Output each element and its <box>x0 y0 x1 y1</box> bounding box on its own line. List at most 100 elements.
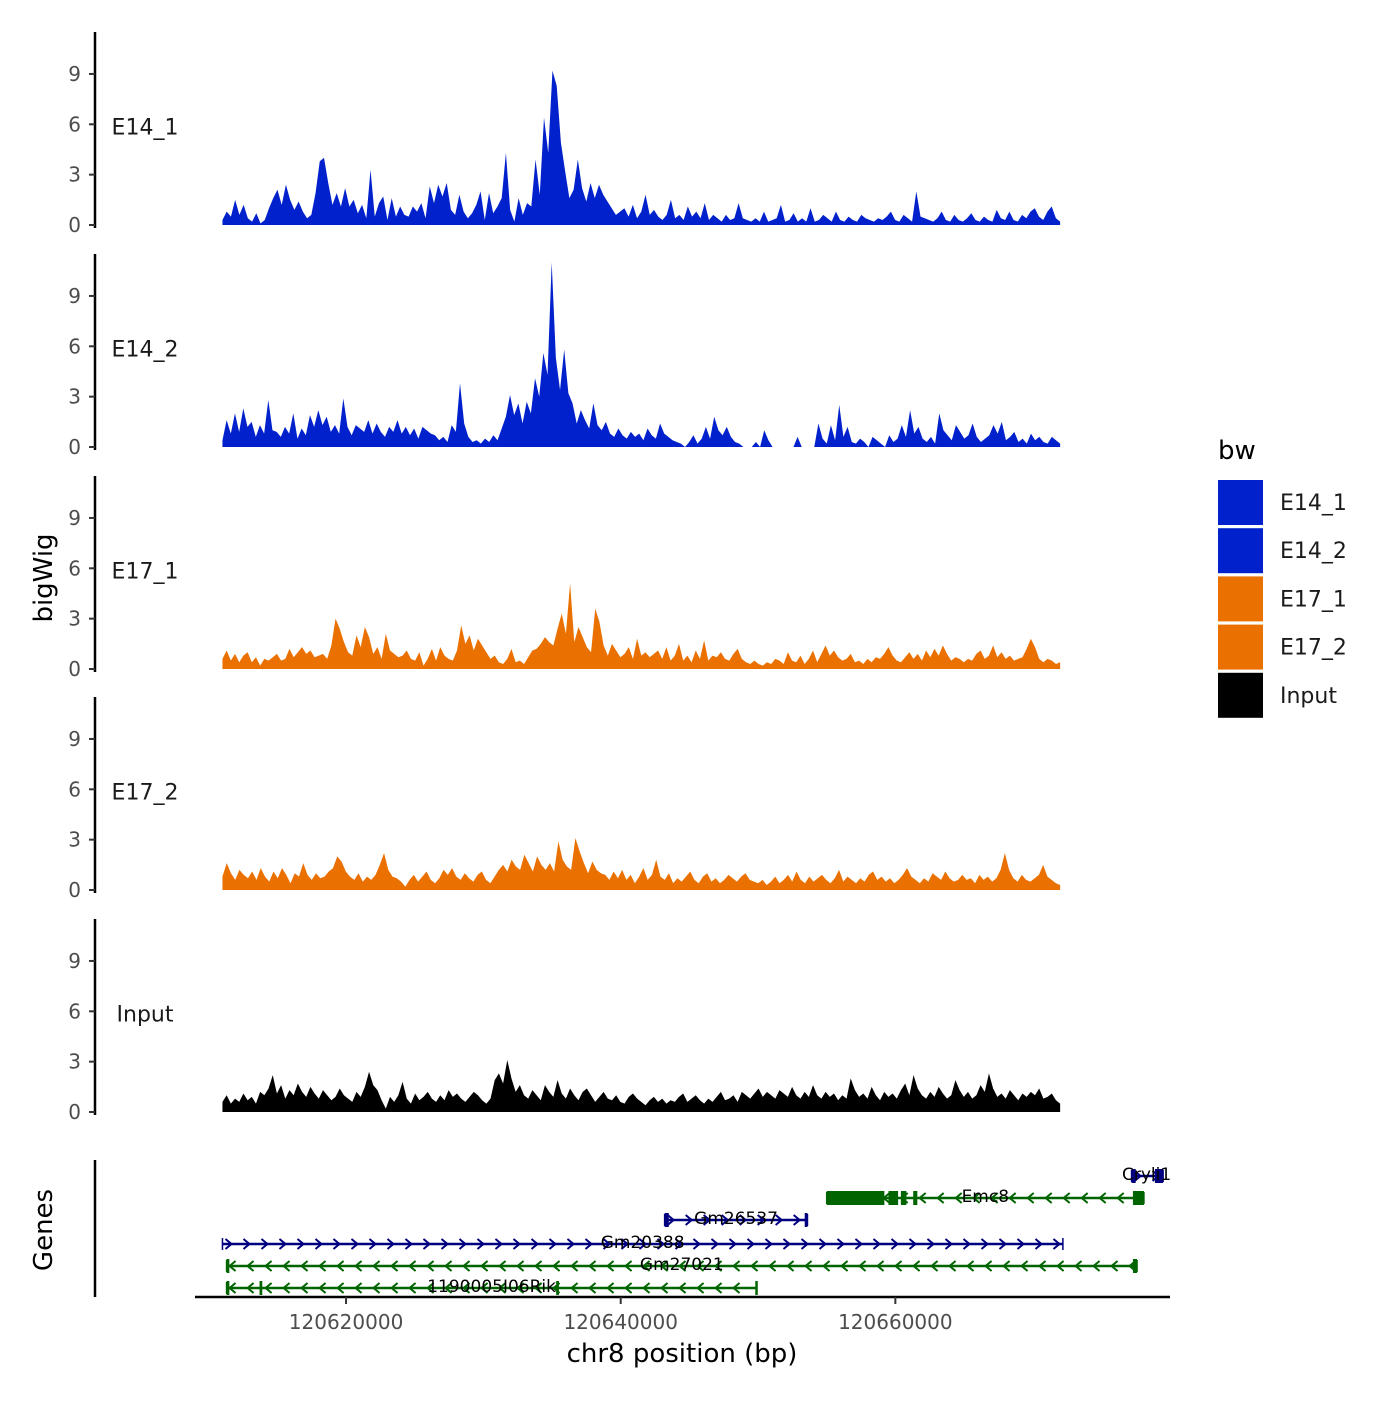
y-tick-label: 0 <box>68 657 81 681</box>
strand-arrow <box>620 1238 630 1250</box>
y-tick-label: 0 <box>68 878 81 902</box>
strand-arrow <box>998 1238 1008 1250</box>
strand-arrow <box>786 1260 795 1272</box>
strand-arrow <box>1016 1238 1026 1250</box>
strand-arrow <box>638 1238 648 1250</box>
gene-exon <box>913 1191 918 1205</box>
strand-arrow <box>908 1238 918 1250</box>
strand-arrow <box>404 1238 414 1250</box>
strand-arrow <box>368 1238 378 1250</box>
track-e14-2: 0 3 6 9 E14_2 <box>68 254 1061 459</box>
strand-arrow <box>764 1238 774 1250</box>
strand-arrow <box>588 1260 597 1272</box>
strand-arrow <box>440 1238 450 1250</box>
coverage-area <box>222 70 1061 225</box>
strand-arrow <box>768 1260 777 1272</box>
strand-arrow <box>822 1260 831 1272</box>
gene-exon <box>1132 1191 1144 1205</box>
strand-arrow <box>246 1282 255 1294</box>
strand-arrow <box>674 1238 684 1250</box>
legend-label: E17_2 <box>1280 636 1347 661</box>
strand-arrow <box>426 1282 435 1294</box>
strand-arrow <box>354 1282 363 1294</box>
legend-item-e14-2: E14_2 <box>1218 528 1347 574</box>
gene-1190005i06rik: 1190005I06Rik <box>225 1277 758 1297</box>
track-label: E17_2 <box>112 780 179 805</box>
coverage-area <box>222 1059 1061 1112</box>
strand-arrow <box>1044 1192 1053 1204</box>
strand-arrow <box>1052 1238 1062 1250</box>
strand-arrow <box>318 1260 327 1272</box>
strand-arrow <box>696 1282 705 1294</box>
strand-arrow <box>912 1260 921 1272</box>
y-tick-label: 3 <box>68 607 81 631</box>
strand-arrow <box>858 1260 867 1272</box>
strand-arrow <box>1062 1192 1071 1204</box>
gene-label: Gm20388 <box>601 1233 685 1253</box>
legend-swatch <box>1218 672 1263 718</box>
strand-arrow <box>606 1282 615 1294</box>
strand-arrow <box>602 1238 612 1250</box>
strand-arrow <box>840 1260 849 1272</box>
strand-arrow <box>548 1238 558 1250</box>
strand-arrow <box>793 1214 802 1226</box>
gene-label: Cryli1 <box>1122 1165 1171 1185</box>
strand-arrow <box>894 1260 903 1272</box>
y-tick-label: 9 <box>68 62 81 86</box>
strand-arrow <box>624 1260 633 1272</box>
legend-item-e17-1: E17_1 <box>1218 576 1347 622</box>
strand-arrow <box>350 1238 360 1250</box>
legend-label: Input <box>1280 684 1337 709</box>
legend-label: E14_1 <box>1280 491 1347 516</box>
gene-exon <box>900 1191 907 1205</box>
gene-exon <box>226 1259 230 1273</box>
strand-arrow <box>318 1282 327 1294</box>
strand-arrow <box>667 1214 676 1226</box>
x-axis-title: chr8 position (bp) <box>567 1339 798 1369</box>
strand-arrow <box>685 1214 694 1226</box>
strand-arrow <box>918 1192 927 1204</box>
strand-arrow <box>990 1192 999 1204</box>
gene-emc8: Emc8 <box>825 1187 1145 1207</box>
strand-arrow <box>936 1192 945 1204</box>
strand-arrow <box>566 1238 576 1250</box>
strand-arrow <box>962 1238 972 1250</box>
strand-arrow <box>480 1260 489 1272</box>
strand-arrow <box>954 1192 963 1204</box>
gene-exon <box>664 1213 669 1227</box>
strand-arrow <box>721 1214 730 1226</box>
strand-arrow <box>228 1260 237 1272</box>
strand-arrow <box>692 1238 702 1250</box>
coverage-area <box>222 837 1061 890</box>
strand-arrow <box>458 1238 468 1250</box>
strand-arrow <box>782 1238 792 1250</box>
strand-arrow <box>984 1260 993 1272</box>
strand-arrow <box>422 1238 432 1250</box>
strand-arrow <box>296 1238 306 1250</box>
strand-arrow <box>642 1282 651 1294</box>
track-input: 0 3 6 9 Input <box>68 919 1061 1124</box>
y-tick-label: 9 <box>68 727 81 751</box>
legend: bw E14_1 E14_2 E17_1 E17_2 Input <box>1218 436 1347 718</box>
gene-exon <box>804 1213 808 1227</box>
gene-label: Gm26537 <box>694 1209 778 1229</box>
strand-arrow <box>264 1282 273 1294</box>
strand-arrow <box>1116 1192 1125 1204</box>
x-axis: 120620000 120640000 120660000 <box>195 1295 1170 1334</box>
strand-arrow <box>854 1238 864 1250</box>
strand-arrow <box>534 1260 543 1272</box>
track-e17-1: 0 3 6 9 E17_1 <box>68 476 1061 681</box>
strand-arrow <box>530 1238 540 1250</box>
gene-exon <box>826 1191 885 1205</box>
gene-gm26537: Gm26537 <box>663 1209 809 1229</box>
coverage-area <box>222 262 1061 447</box>
strand-arrow <box>746 1238 756 1250</box>
gene-label: Gm27021 <box>640 1255 724 1275</box>
gene-exon <box>888 1191 899 1205</box>
strand-arrow <box>408 1282 417 1294</box>
legend-label: E17_1 <box>1280 587 1347 612</box>
strand-arrow <box>282 1260 291 1272</box>
strand-arrow <box>228 1282 237 1294</box>
